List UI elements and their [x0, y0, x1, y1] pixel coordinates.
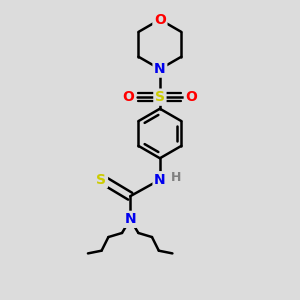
- Text: O: O: [185, 90, 197, 104]
- Text: S: S: [97, 173, 106, 187]
- Text: N: N: [124, 212, 136, 226]
- Text: O: O: [123, 90, 134, 104]
- Text: N: N: [154, 173, 166, 187]
- Text: H: H: [170, 171, 181, 184]
- Text: S: S: [155, 90, 165, 104]
- Text: N: N: [154, 62, 166, 76]
- Text: O: O: [154, 13, 166, 27]
